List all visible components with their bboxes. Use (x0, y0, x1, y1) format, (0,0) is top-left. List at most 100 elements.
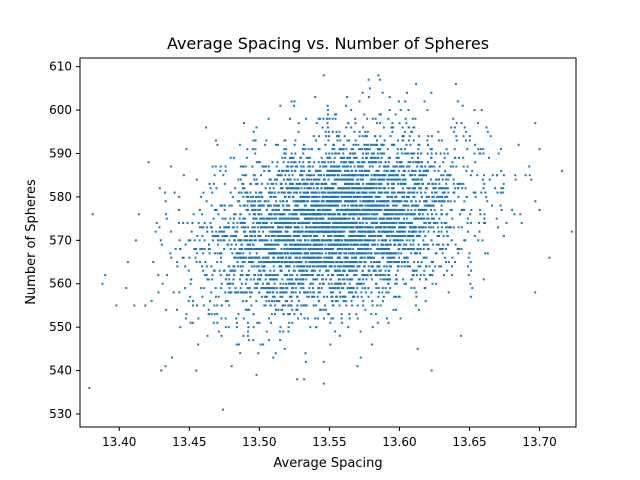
scatter-point (304, 256, 307, 259)
scatter-point (224, 300, 227, 303)
scatter-point (353, 252, 356, 255)
scatter-point (361, 191, 364, 194)
scatter-point (272, 265, 275, 268)
scatter-point (323, 174, 326, 177)
scatter-point (387, 187, 390, 190)
scatter-point (244, 248, 247, 251)
scatter-point (347, 156, 350, 159)
scatter-point (243, 217, 246, 220)
scatter-point (400, 226, 403, 229)
scatter-point (453, 126, 456, 129)
scatter-point (412, 161, 415, 164)
scatter-point (219, 204, 222, 207)
scatter-point (265, 295, 268, 298)
scatter-point (331, 117, 334, 120)
scatter-point (339, 187, 342, 190)
scatter-point (438, 234, 441, 237)
scatter-point (355, 243, 358, 246)
scatter-point (363, 208, 366, 211)
scatter-point (257, 161, 260, 164)
scatter-point (372, 152, 375, 155)
scatter-point (472, 191, 475, 194)
scatter-point (447, 191, 450, 194)
scatter-point (326, 104, 329, 107)
scatter-point (312, 187, 315, 190)
scatter-point (429, 204, 432, 207)
scatter-point (435, 152, 438, 155)
scatter-point (355, 313, 358, 316)
scatter-point (212, 217, 215, 220)
scatter-point (366, 213, 369, 216)
scatter-point (234, 213, 237, 216)
scatter-point (400, 148, 403, 151)
scatter-point (402, 165, 405, 168)
scatter-point (216, 304, 219, 307)
scatter-point (392, 191, 395, 194)
scatter-point (395, 161, 398, 164)
scatter-point (261, 265, 264, 268)
scatter-point (263, 304, 266, 307)
scatter-point (337, 287, 340, 290)
scatter-point (350, 221, 353, 224)
scatter-point (294, 161, 297, 164)
scatter-point (434, 221, 437, 224)
scatter-point (267, 274, 270, 277)
scatter-point (271, 248, 274, 251)
scatter-point (322, 200, 325, 203)
scatter-point (264, 295, 267, 298)
scatter-point (203, 248, 206, 251)
scatter-point (316, 239, 319, 242)
scatter-point (383, 200, 386, 203)
scatter-point (314, 243, 317, 246)
scatter-point (350, 230, 353, 233)
scatter-point (485, 195, 488, 198)
scatter-point (298, 161, 301, 164)
scatter-point (295, 226, 298, 229)
scatter-point (357, 187, 360, 190)
scatter-point (272, 287, 275, 290)
scatter-point (346, 182, 349, 185)
scatter-point (184, 287, 187, 290)
scatter-point (298, 200, 301, 203)
scatter-point (317, 208, 320, 211)
scatter-point (356, 226, 359, 229)
scatter-point (264, 200, 267, 203)
scatter-point (261, 165, 264, 168)
scatter-point (439, 248, 442, 251)
scatter-point (389, 252, 392, 255)
scatter-point (408, 165, 411, 168)
scatter-point (424, 234, 427, 237)
scatter-point (315, 230, 318, 233)
scatter-point (370, 261, 373, 264)
scatter-point (201, 234, 204, 237)
scatter-point (451, 161, 454, 164)
scatter-point (345, 187, 348, 190)
scatter-point (400, 265, 403, 268)
scatter-point (353, 274, 356, 277)
scatter-point (390, 256, 393, 259)
scatter-point (302, 287, 305, 290)
scatter-point (331, 304, 334, 307)
scatter-point (318, 261, 321, 264)
scatter-point (469, 282, 472, 285)
scatter-point (265, 139, 268, 142)
scatter-point (413, 269, 416, 272)
scatter-point (258, 278, 261, 281)
scatter-point (375, 261, 378, 264)
scatter-point (191, 221, 194, 224)
scatter-point (393, 217, 395, 220)
scatter-point (389, 169, 392, 172)
scatter-point (371, 165, 374, 168)
scatter-point (285, 148, 288, 151)
scatter-point (302, 200, 305, 203)
scatter-point (365, 252, 368, 255)
scatter-point (303, 291, 306, 294)
scatter-point (219, 287, 222, 290)
scatter-point (366, 174, 369, 177)
scatter-point (277, 243, 280, 246)
scatter-point (284, 300, 287, 303)
scatter-point (282, 200, 285, 203)
scatter-point (333, 195, 336, 198)
scatter-point (406, 265, 409, 268)
scatter-point (387, 117, 390, 120)
